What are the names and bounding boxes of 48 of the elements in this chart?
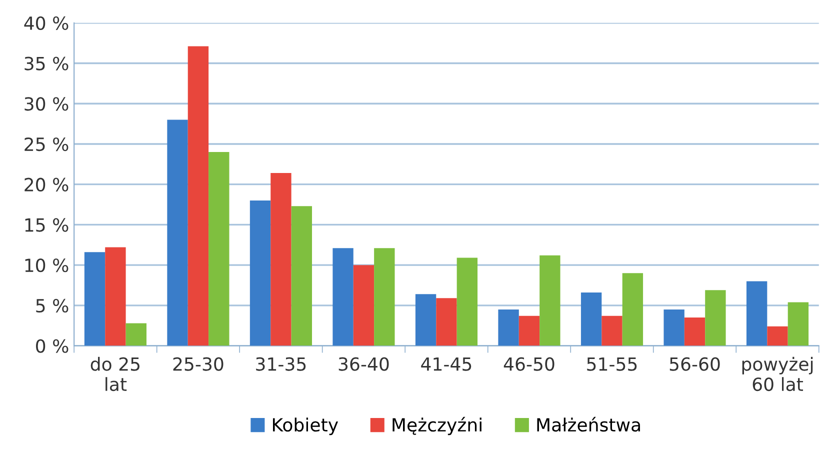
bar (415, 294, 436, 346)
bar (188, 46, 209, 346)
y-tick-label: 30 % (24, 97, 68, 111)
legend-label: Małżeństwa (537, 416, 640, 432)
bar (374, 248, 395, 346)
y-tick-label: 20 % (24, 178, 68, 192)
bar (622, 273, 644, 346)
bar (126, 323, 146, 346)
y-tick-label: 40 % (24, 16, 68, 30)
bar (167, 120, 188, 346)
legend-label: Mężczyźni (392, 416, 482, 436)
y-tick-label: 35 % (24, 56, 68, 70)
y-tick-label: 5 % (36, 298, 68, 313)
x-tick-label: 31-35 (256, 357, 306, 371)
bar (705, 290, 726, 346)
x-tick-label: 25-30 (173, 357, 224, 371)
x-tick-label: 56-60 (670, 357, 720, 371)
bar (105, 247, 126, 346)
bar (332, 248, 354, 346)
bar (456, 258, 478, 346)
bar (518, 316, 540, 346)
x-tick-label: 41-45 (421, 357, 472, 371)
legend-label: Kobiety (272, 418, 338, 436)
x-tick-label: 36-40 (338, 357, 389, 371)
x-tick-label: do 25 lat (90, 356, 140, 392)
bar (684, 318, 706, 346)
bar (498, 309, 519, 346)
bar (436, 298, 457, 346)
x-tick-label: 46-50 (504, 357, 554, 371)
y-tick-label: 0 % (36, 339, 68, 353)
bar (767, 326, 788, 346)
bar (540, 255, 560, 346)
x-tick-label: powyżej 60 lat (742, 356, 813, 392)
y-tick-label: 10 % (25, 258, 68, 272)
bar (353, 265, 374, 346)
bar (664, 309, 684, 346)
x-tick-label: 51-55 (587, 357, 637, 371)
bar (602, 316, 622, 346)
y-tick-label: 25 % (24, 137, 68, 152)
bar (270, 173, 292, 346)
bar (746, 281, 768, 346)
bar (250, 200, 271, 346)
bar (291, 206, 312, 346)
bar (788, 302, 809, 346)
bar (208, 152, 230, 346)
y-tick-label: 15 % (25, 218, 68, 232)
bar (84, 252, 106, 346)
bar (580, 292, 602, 346)
